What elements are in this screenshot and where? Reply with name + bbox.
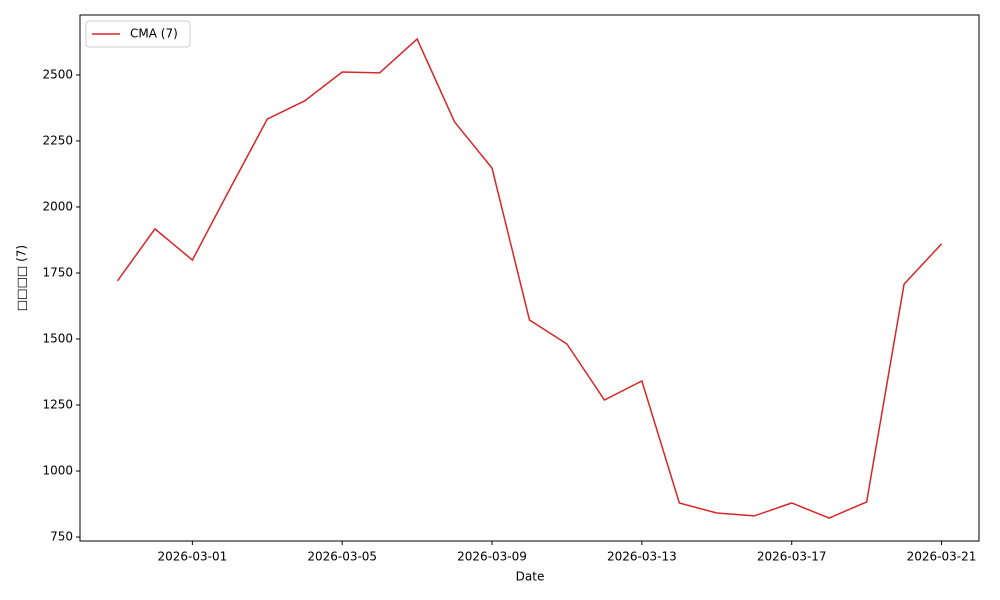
y-tick-label: 1000 bbox=[42, 464, 73, 478]
x-tick-label: 2026-03-21 bbox=[907, 550, 977, 564]
y-axis-label: □□□□ (7) bbox=[15, 245, 29, 311]
legend-label: CMA (7) bbox=[130, 27, 178, 41]
legend-box bbox=[85, 20, 191, 48]
x-tick-label: 2026-03-13 bbox=[607, 550, 677, 564]
x-tick-label: 2026-03-05 bbox=[307, 550, 377, 564]
plot-frame bbox=[79, 14, 980, 542]
data-line bbox=[116, 37, 943, 519]
y-tick-label: 2500 bbox=[42, 67, 73, 81]
x-tick-label: 2026-03-01 bbox=[158, 550, 228, 564]
y-tick-label: 750 bbox=[50, 530, 73, 544]
y-tick-label: 1500 bbox=[42, 331, 73, 345]
y-tick-label: 2250 bbox=[42, 133, 73, 147]
y-tick-label: 2000 bbox=[42, 199, 73, 213]
y-tick-label: 1750 bbox=[42, 265, 73, 279]
x-tick-label: 2026-03-09 bbox=[457, 550, 527, 564]
x-axis-label: Date bbox=[516, 570, 545, 584]
y-tick-label: 1250 bbox=[42, 398, 73, 412]
x-tick-label: 2026-03-17 bbox=[757, 550, 827, 564]
